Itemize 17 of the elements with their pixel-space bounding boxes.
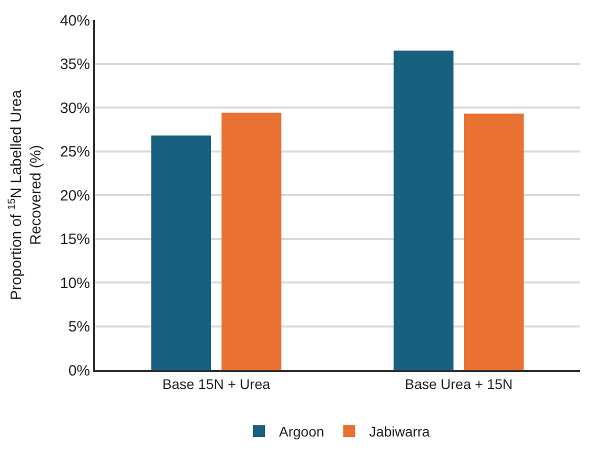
y-tick-label: 0%: [68, 362, 90, 380]
bar: [222, 112, 282, 370]
y-tick-label: 40%: [60, 12, 90, 30]
y-tick-label: 30%: [60, 100, 90, 117]
y-tick-label: 35%: [60, 56, 90, 73]
x-tick-label: Base 15N + Urea: [162, 376, 270, 392]
y-tick-label: 10%: [60, 274, 90, 292]
y-tick-label: 25%: [60, 144, 90, 160]
legend-label: Jabiwarra: [369, 424, 430, 440]
legend-label: Argoon: [279, 424, 324, 440]
x-tick-label: Base Urea + 15N: [404, 376, 513, 392]
y-tick-label: 15%: [60, 231, 90, 248]
y-tick-label: 5%: [68, 318, 90, 336]
y-tick-label: 20%: [60, 187, 90, 204]
bar: [464, 114, 524, 370]
bar: [151, 136, 211, 370]
bar: [394, 50, 454, 370]
